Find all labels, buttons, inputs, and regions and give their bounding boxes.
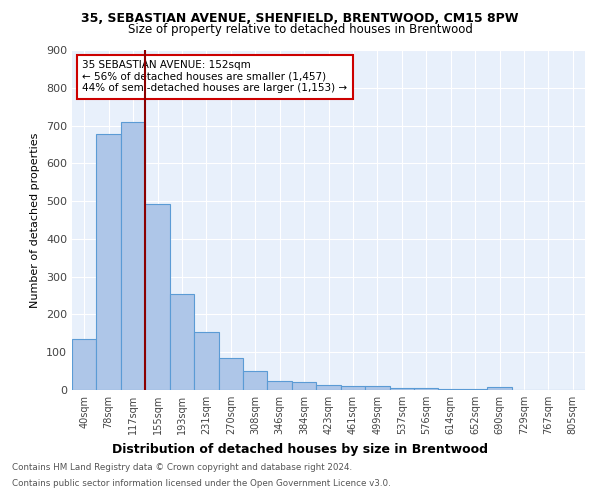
Bar <box>341 386 365 390</box>
Bar <box>72 339 97 390</box>
Bar <box>365 386 389 390</box>
Bar <box>292 382 316 390</box>
Bar <box>487 387 512 390</box>
Bar <box>316 386 341 390</box>
Bar <box>463 389 487 390</box>
Text: 35 SEBASTIAN AVENUE: 152sqm
← 56% of detached houses are smaller (1,457)
44% of : 35 SEBASTIAN AVENUE: 152sqm ← 56% of det… <box>82 60 347 94</box>
Bar <box>97 134 121 390</box>
Bar <box>268 380 292 390</box>
Text: Distribution of detached houses by size in Brentwood: Distribution of detached houses by size … <box>112 442 488 456</box>
Bar <box>194 332 218 390</box>
Text: 35, SEBASTIAN AVENUE, SHENFIELD, BRENTWOOD, CM15 8PW: 35, SEBASTIAN AVENUE, SHENFIELD, BRENTWO… <box>81 12 519 26</box>
Bar <box>439 389 463 390</box>
Bar <box>414 388 439 390</box>
Text: Size of property relative to detached houses in Brentwood: Size of property relative to detached ho… <box>128 24 472 36</box>
Bar <box>243 370 268 390</box>
Bar <box>218 358 243 390</box>
Bar <box>389 388 414 390</box>
Text: Contains public sector information licensed under the Open Government Licence v3: Contains public sector information licen… <box>12 478 391 488</box>
Bar <box>145 204 170 390</box>
Y-axis label: Number of detached properties: Number of detached properties <box>31 132 40 308</box>
Bar <box>121 122 145 390</box>
Text: Contains HM Land Registry data © Crown copyright and database right 2024.: Contains HM Land Registry data © Crown c… <box>12 464 352 472</box>
Bar <box>170 294 194 390</box>
